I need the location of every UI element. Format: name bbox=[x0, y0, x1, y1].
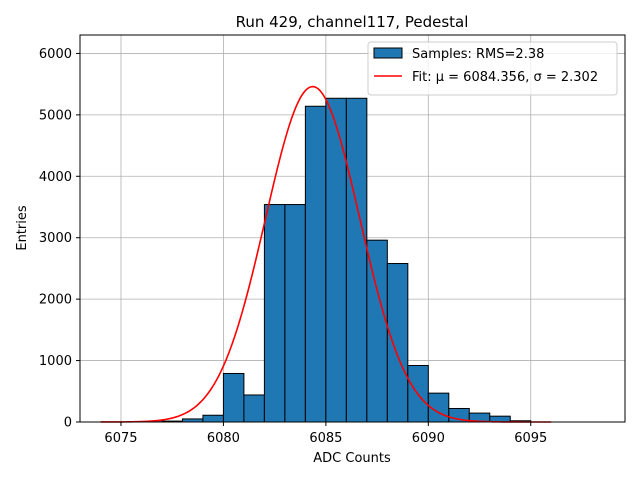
y-tick-label: 6000 bbox=[39, 47, 72, 62]
x-tick-label: 6075 bbox=[104, 431, 137, 446]
x-axis-ticks: 6075 6080 6085 6090 6095 bbox=[104, 422, 547, 446]
legend-swatch-samples bbox=[373, 47, 403, 59]
histogram-bars bbox=[140, 97, 532, 423]
y-tick-label: 5000 bbox=[39, 108, 72, 123]
y-axis-ticks: 0 1000 2000 3000 4000 5000 6000 bbox=[39, 47, 80, 431]
y-tick-label: 3000 bbox=[39, 231, 72, 246]
histogram-bar bbox=[202, 414, 224, 423]
legend-box bbox=[367, 41, 618, 96]
x-tick-label: 6085 bbox=[309, 431, 342, 446]
legend-label-samples: Samples: RMS=2.38 bbox=[412, 47, 544, 62]
x-tick-label: 6080 bbox=[207, 431, 240, 446]
histogram-bar bbox=[222, 372, 245, 423]
histogram-bar bbox=[243, 394, 265, 423]
legend: Samples: RMS=2.38 Fit: μ = 6084.356, σ =… bbox=[367, 41, 618, 96]
histogram-bar bbox=[304, 105, 327, 423]
histogram-bar bbox=[366, 239, 388, 423]
histogram-bar bbox=[386, 263, 409, 423]
y-tick-label: 0 bbox=[64, 416, 72, 431]
y-tick-label: 4000 bbox=[39, 170, 72, 185]
histogram-bar bbox=[325, 97, 347, 423]
fit-curve-layer bbox=[100, 85, 552, 423]
chart-title: Run 429, channel117, Pedestal bbox=[236, 13, 469, 31]
plot-frame bbox=[79, 34, 626, 423]
x-tick-label: 6090 bbox=[412, 431, 445, 446]
legend-label-fit: Fit: μ = 6084.356, σ = 2.302 bbox=[412, 70, 598, 85]
y-axis-label: Entries bbox=[15, 205, 30, 251]
histogram-bar bbox=[284, 204, 306, 423]
fit-curve bbox=[100, 85, 552, 423]
x-axis-label: ADC Counts bbox=[313, 451, 391, 466]
y-tick-label: 2000 bbox=[39, 293, 72, 308]
histogram-bar bbox=[263, 204, 286, 423]
histogram-bar bbox=[345, 97, 368, 423]
y-tick-label: 1000 bbox=[39, 354, 72, 369]
x-tick-label: 6095 bbox=[514, 431, 547, 446]
